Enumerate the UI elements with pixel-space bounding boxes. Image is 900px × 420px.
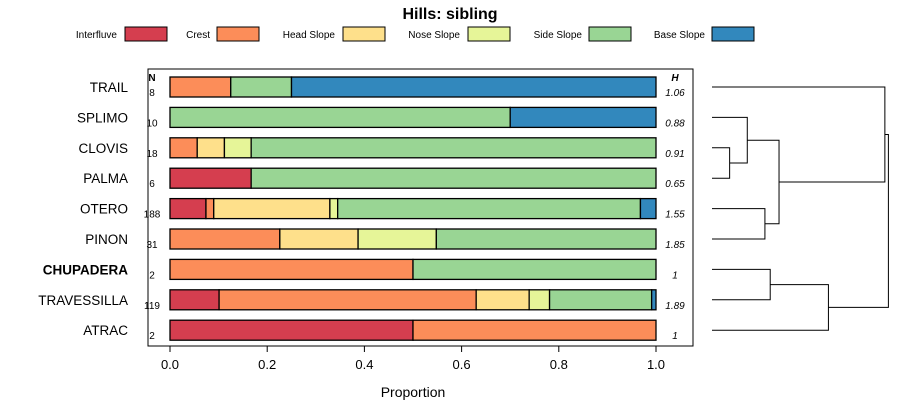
n-value-pinon: 31	[146, 240, 158, 251]
n-value-trail: 8	[149, 88, 155, 99]
n-value-chupadera: 2	[149, 270, 155, 281]
n-value-atrac: 2	[149, 331, 155, 342]
n-value-travessilla: 119	[144, 301, 160, 312]
bar-segment-clovis-crest	[169, 137, 198, 159]
legend-swatch-base-slope	[711, 26, 755, 42]
category-label-trail: TRAIL	[90, 80, 129, 95]
x-tick-label: 0.0	[161, 357, 179, 372]
chart-legend: Interfluve Crest Head Slope Nose Slope Side …	[76, 26, 755, 42]
legend-swatch-crest	[216, 26, 260, 42]
dendrogram	[712, 86, 889, 331]
bar-segment-otero-interfluve	[169, 197, 207, 220]
bar-segment-otero-nose-slope	[329, 197, 339, 220]
category-label-splimo: SPLIMO	[77, 110, 128, 125]
bar-segment-otero-crest	[205, 197, 215, 220]
x-tick-label: 1.0	[647, 357, 665, 372]
n-value-palma: 6	[149, 179, 155, 190]
x-tick-label: 0.2	[258, 357, 276, 372]
bar-segment-trail-crest	[169, 76, 232, 98]
n-column-header: N	[148, 73, 155, 84]
legend-label-nose-slope: Nose Slope	[408, 30, 460, 41]
h-value-splimo: 0.88	[665, 118, 685, 129]
bar-segment-trail-side-slope	[230, 76, 293, 98]
h-value-atrac: 1	[672, 331, 678, 342]
h-value-clovis: 0.91	[665, 149, 684, 160]
legend-label-crest: Crest	[186, 30, 210, 41]
legend-swatch-nose-slope	[467, 26, 511, 42]
legend-swatch-interfluve	[124, 26, 168, 42]
category-label-travessilla: TRAVESSILLA	[38, 293, 128, 308]
x-tick-label: 0.8	[550, 357, 568, 372]
h-value-palma: 0.65	[665, 179, 685, 190]
bar-segment-pinon-head-slope	[279, 228, 359, 250]
bar-segment-clovis-nose-slope	[223, 137, 252, 159]
dendrogram-link-0	[712, 147, 731, 179]
bar-segment-splimo-base-slope	[509, 106, 657, 129]
bar-segment-otero-head-slope	[213, 197, 331, 220]
legend-label-interfluve: Interfluve	[76, 30, 118, 41]
bar-segment-palma-interfluve	[169, 167, 252, 189]
bar-segment-pinon-nose-slope	[357, 228, 437, 250]
h-value-travessilla: 1.89	[665, 301, 685, 312]
x-axis-label: Proportion	[381, 384, 446, 400]
dendrogram-link-7	[828, 134, 889, 308]
legend-label-head-slope: Head Slope	[283, 30, 336, 41]
h-value-chupadera: 1	[672, 270, 678, 281]
n-value-clovis: 18	[146, 149, 158, 160]
bar-segment-clovis-side-slope	[250, 137, 657, 159]
bar-segment-travessilla-head-slope	[475, 289, 530, 311]
dendrogram-link-4	[747, 139, 780, 225]
dendrogram-link-3	[712, 268, 771, 301]
legend-label-base-slope: Base Slope	[654, 30, 706, 41]
bar-segment-pinon-crest	[169, 228, 281, 250]
bar-rows: TRAIL 8 1.06 SPLIMO 10 0.88 CLOVIS 18 0.91 PALMA 6…	[38, 76, 685, 342]
bar-segment-travessilla-interfluve	[169, 289, 220, 311]
category-label-otero: OTERO	[80, 202, 128, 217]
bar-segment-pinon-side-slope	[435, 228, 657, 250]
legend-swatch-head-slope	[342, 26, 386, 42]
category-label-pinon: PINON	[85, 232, 128, 247]
dendrogram-link-5	[712, 86, 886, 183]
bar-segment-trail-base-slope	[290, 76, 657, 98]
category-label-atrac: ATRAC	[83, 323, 128, 338]
category-label-chupadera: CHUPADERA	[43, 262, 129, 277]
legend-label-side-slope: Side Slope	[534, 30, 583, 41]
bar-segment-chupadera-crest	[169, 258, 414, 281]
bar-segment-otero-base-slope	[639, 197, 657, 220]
h-column-header: H	[671, 73, 679, 84]
x-tick-label: 0.6	[453, 357, 471, 372]
n-value-otero: 188	[144, 210, 161, 221]
category-label-clovis: CLOVIS	[78, 141, 128, 156]
plot-frame	[147, 68, 694, 347]
bar-segment-travessilla-base-slope	[650, 289, 657, 311]
x-tick-label: 0.4	[355, 357, 373, 372]
bar-segment-travessilla-nose-slope	[528, 289, 551, 311]
bar-segment-travessilla-crest	[218, 289, 477, 311]
bar-segment-palma-side-slope	[250, 167, 657, 189]
h-value-pinon: 1.85	[665, 240, 685, 251]
bar-segment-otero-side-slope	[337, 197, 642, 220]
bar-segment-atrac-crest	[412, 319, 657, 341]
dendrogram-link-2	[712, 208, 766, 240]
bar-segment-atrac-interfluve	[169, 319, 414, 341]
chart-title: Hills: sibling	[402, 6, 497, 23]
h-value-otero: 1.55	[665, 210, 685, 221]
bar-segment-clovis-head-slope	[196, 137, 226, 159]
x-axis: 0.0 0.2 0.4 0.6 0.8 1.0	[161, 346, 665, 372]
h-value-trail: 1.06	[665, 88, 685, 99]
bar-segment-chupadera-side-slope	[412, 258, 657, 281]
bar-segment-splimo-side-slope	[169, 106, 511, 129]
category-label-palma: PALMA	[83, 171, 128, 186]
legend-swatch-side-slope	[588, 26, 632, 42]
bar-segment-travessilla-side-slope	[548, 289, 653, 311]
n-value-splimo: 10	[146, 118, 158, 129]
